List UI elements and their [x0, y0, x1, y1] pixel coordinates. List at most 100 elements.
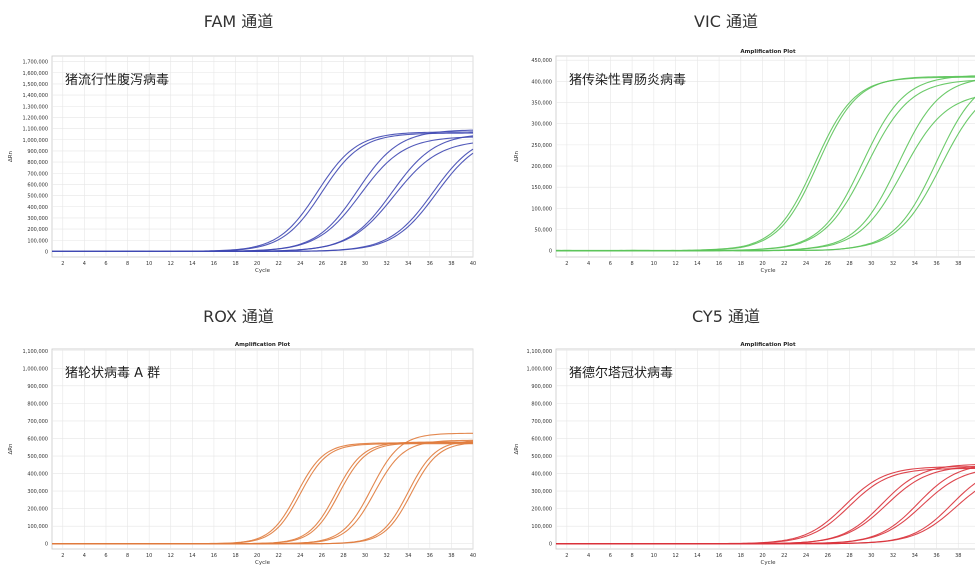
fam-y-tick-label: 300,000 [27, 216, 48, 222]
cy5-y-tick-label: 700,000 [531, 419, 552, 425]
rox-x-tick-label: 28 [340, 553, 346, 559]
vic-y-tick-label: 300,000 [531, 122, 552, 128]
vic-x-tick-label: 26 [825, 261, 831, 267]
vic-x-tick-label: 30 [868, 261, 874, 267]
vic-x-tick-label: 28 [846, 261, 852, 267]
vic-channel-title: VIC 通道 [694, 12, 758, 31]
vic-y-tick-label: 450,000 [531, 58, 552, 64]
vic-x-tick-label: 38 [955, 261, 961, 267]
rox-y-tick-label: 400,000 [27, 472, 48, 478]
rox-y-tick-label: 800,000 [27, 401, 48, 407]
rox-channel-title: ROX 通道 [203, 307, 274, 326]
rox-x-tick-label: 32 [383, 553, 389, 559]
vic-x-tick-label: 36 [933, 261, 939, 267]
fam-y-tick-label: 1,500,000 [23, 82, 48, 88]
rox-y-tick-label: 1,000,000 [23, 366, 48, 372]
rox-x-tick-label: 26 [319, 553, 325, 559]
rox-x-tick-label: 18 [232, 553, 238, 559]
vic-x-tick-label: 20 [759, 261, 765, 267]
cy5-channel-panel: CY5 通道 Amplification Plot 2 4 6 8 10 12 14 16 18 2… [487, 285, 975, 570]
vic-virus-label: 猪传染性胃肠炎病毒 [569, 73, 686, 88]
cy5-x-tick-label: 22 [781, 553, 787, 559]
cy5-x-tick-label: 4 [587, 553, 590, 559]
fam-x-tick-label: 28 [340, 261, 346, 267]
fam-y-tick-label: 400,000 [27, 205, 48, 211]
cy5-y-tick-label: 1,100,000 [527, 349, 552, 355]
vic-channel-panel: VIC 通道 Amplification Plot 2 4 6 8 10 12 14 16 18 2… [487, 0, 975, 285]
cy5-amplification-curve [556, 490, 975, 545]
cy5-x-tick-label: 24 [803, 553, 809, 559]
fam-y-tick-label: 1,100,000 [23, 127, 48, 133]
cy5-y-tick-label: 0 [549, 542, 552, 548]
fam-x-tick-label: 26 [319, 261, 325, 267]
rox-x-tick-label: 14 [189, 553, 195, 559]
rox-x-tick-label: 22 [276, 553, 282, 559]
rox-channel-panel: ROX 通道 Amplification Plot 2 4 6 8 10 12 14 16 18 2… [0, 285, 487, 570]
fam-plot-svg: 2 4 6 8 10 12 14 16 18 20 22 24 26 28 30 32 34 36 38 400100… [8, 55, 476, 274]
rox-x-tick-label: 38 [448, 553, 454, 559]
cy5-y-tick-label: 300,000 [531, 489, 552, 495]
fam-x-tick-label: 16 [211, 261, 217, 267]
fam-x-tick-label: 34 [405, 261, 411, 267]
rox-y-tick-label: 1,100,000 [23, 349, 48, 355]
rox-y-tick-label: 300,000 [27, 489, 48, 495]
vic-x-tick-label: 10 [651, 261, 657, 267]
fam-x-tick-label: 12 [168, 261, 174, 267]
cy5-x-tick-label: 38 [955, 553, 961, 559]
vic-y-tick-label: 150,000 [531, 185, 552, 191]
vic-x-tick-label: 8 [631, 261, 634, 267]
cy5-y-tick-label: 600,000 [531, 436, 552, 442]
cy5-y-tick-label: 900,000 [531, 384, 552, 390]
vic-y-tick-label: 100,000 [531, 206, 552, 212]
vic-chart-title: Amplification Plot [740, 49, 796, 55]
cy5-y-tick-label: 100,000 [531, 524, 552, 530]
rox-y-tick-label: 200,000 [27, 507, 48, 513]
rox-y-tick-label: 600,000 [27, 436, 48, 442]
cy5-x-tick-label: 6 [609, 553, 612, 559]
fam-channel-panel: FAM 通道 2 4 6 8 10 12 14 16 18 20 22 24 26 28 30 32 34 36 3… [0, 0, 487, 285]
cy5-y-tick-label: 500,000 [531, 454, 552, 460]
fam-y-tick-label: 0 [45, 249, 48, 255]
rox-virus-label: 猪轮状病毒 A 群 [65, 366, 160, 381]
rox-x-tick-label: 8 [126, 553, 129, 559]
fam-x-tick-label: 4 [83, 261, 86, 267]
fam-x-tick-label: 30 [362, 261, 368, 267]
rox-x-tick-label: 16 [211, 553, 217, 559]
fam-x-tick-label: 32 [383, 261, 389, 267]
fam-y-tick-label: 1,200,000 [23, 115, 48, 121]
fam-x-axis-label: Cycle [255, 268, 271, 274]
vic-x-tick-label: 6 [609, 261, 612, 267]
fam-y-axis-label: ΔRn [8, 150, 14, 162]
fam-x-tick-label: 38 [448, 261, 454, 267]
rox-x-tick-label: 20 [254, 553, 260, 559]
fam-y-tick-label: 1,700,000 [23, 60, 48, 66]
vic-x-tick-label: 2 [565, 261, 568, 267]
cy5-x-tick-label: 20 [759, 553, 765, 559]
cy5-x-tick-label: 32 [890, 553, 896, 559]
cy5-chart-title: Amplification Plot [740, 342, 796, 348]
fam-x-tick-label: 40 [470, 261, 476, 267]
cy5-x-tick-label: 8 [631, 553, 634, 559]
rox-plot-area [51, 348, 474, 550]
fam-x-tick-label: 2 [61, 261, 64, 267]
rox-chart-title: Amplification Plot [235, 342, 291, 348]
rox-x-axis-label: Cycle [255, 560, 271, 566]
fam-y-tick-label: 1,000,000 [23, 138, 48, 144]
fam-y-tick-label: 100,000 [27, 238, 48, 244]
fam-y-tick-label: 700,000 [27, 171, 48, 177]
rox-x-tick-label: 12 [168, 553, 174, 559]
cy5-x-tick-label: 26 [825, 553, 831, 559]
vic-x-tick-label: 34 [912, 261, 918, 267]
vic-y-tick-label: 250,000 [531, 143, 552, 149]
cy5-channel-title: CY5 通道 [692, 307, 760, 326]
cy5-x-axis-label: Cycle [760, 560, 776, 566]
cy5-x-tick-label: 18 [738, 553, 744, 559]
cy5-x-tick-label: 34 [912, 553, 918, 559]
rox-y-tick-label: 100,000 [27, 524, 48, 530]
vic-x-tick-label: 4 [587, 261, 590, 267]
vic-x-axis-label: Cycle [760, 268, 776, 274]
vic-x-tick-label: 24 [803, 261, 809, 267]
cy5-virus-label: 猪德尔塔冠状病毒 [569, 366, 673, 381]
